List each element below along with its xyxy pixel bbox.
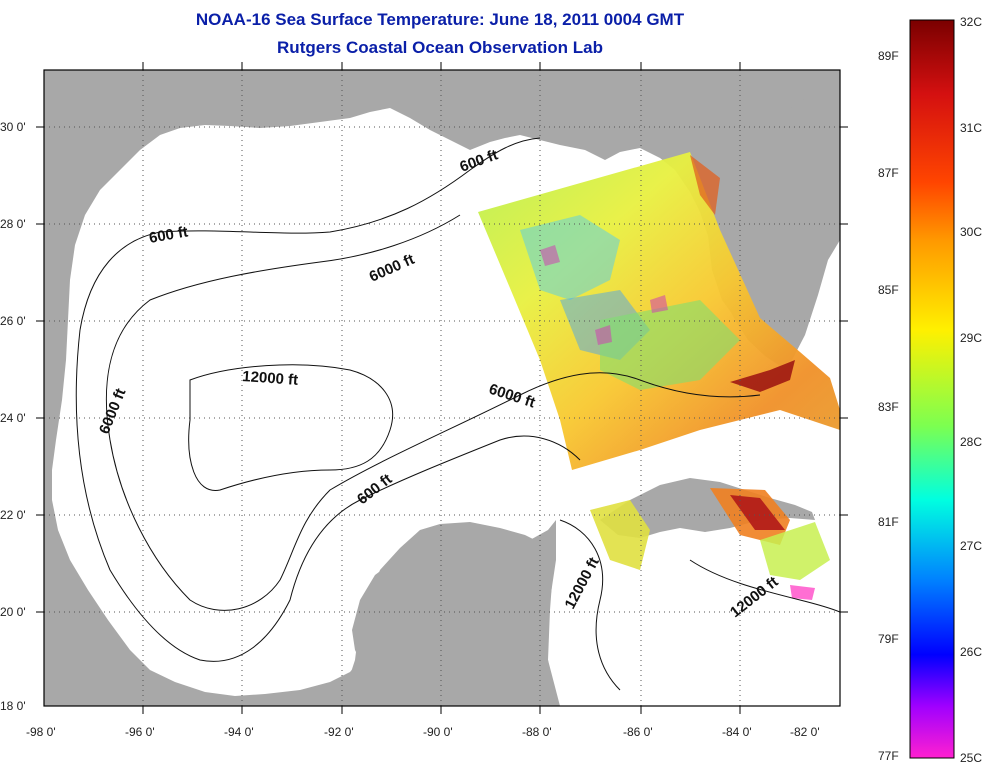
lat-label: 24 0' xyxy=(0,411,26,425)
bathymetry-contours xyxy=(75,137,841,691)
colorbar-celsius-label: 26C xyxy=(960,645,982,659)
lon-label: -88 0' xyxy=(522,725,552,739)
contour-label: 600 ft xyxy=(148,223,190,247)
lon-label: -82 0' xyxy=(790,725,820,739)
contour-12000ft xyxy=(188,364,394,491)
lat-label: 20 0' xyxy=(0,605,26,619)
colorbar-fahrenheit-label: 87F xyxy=(878,166,899,180)
contour-label: 12000 ft xyxy=(242,368,299,389)
colorbar-fahrenheit-label: 83F xyxy=(878,400,899,414)
colorbar-celsius-label: 25C xyxy=(960,751,982,765)
colorbar-celsius-label: 32C xyxy=(960,15,982,29)
land-cuba xyxy=(600,478,815,538)
graticule xyxy=(44,70,840,706)
axis-ticks xyxy=(36,62,848,714)
lon-label: -84 0' xyxy=(722,725,752,739)
contour-12000ft-east xyxy=(559,519,621,691)
colorbar-fahrenheit-label: 85F xyxy=(878,283,899,297)
contour-12000ft-cuba xyxy=(689,559,841,613)
contour-6000ft xyxy=(105,214,461,441)
lat-label: 28 0' xyxy=(0,217,26,231)
colorbar-celsius-label: 29C xyxy=(960,331,982,345)
colorbar-gradient xyxy=(909,19,955,759)
contour-600ft xyxy=(79,137,541,331)
colorbar-celsius: 32C 31C 30C 29C 28C 27C 26C 25C xyxy=(960,15,982,765)
lon-label: -90 0' xyxy=(423,725,453,739)
land-yucatan xyxy=(340,522,560,706)
contour-6000ft-south xyxy=(109,372,761,611)
longitude-labels: -98 0' -96 0' -94 0' -92 0' -90 0' -88 0… xyxy=(26,725,820,739)
colorbar: 32C 31C 30C 29C 28C 27C 26C 25C 89F 87F … xyxy=(878,15,982,765)
map-subtitle: Rutgers Coastal Ocean Observation Lab xyxy=(277,38,603,57)
colorbar-celsius-label: 28C xyxy=(960,435,982,449)
lon-label: -92 0' xyxy=(324,725,354,739)
lat-label: 18 0' xyxy=(0,699,26,713)
colorbar-fahrenheit-label: 79F xyxy=(878,632,899,646)
lon-label: -86 0' xyxy=(623,725,653,739)
lon-label: -96 0' xyxy=(125,725,155,739)
lon-label: -94 0' xyxy=(224,725,254,739)
sst-swath xyxy=(478,152,840,600)
colorbar-celsius-label: 27C xyxy=(960,539,982,553)
contour-600ft-south xyxy=(75,329,581,662)
colorbar-fahrenheit-label: 77F xyxy=(878,749,899,763)
latitude-labels: 30 0' 28 0' 26 0' 24 0' 22 0' 20 0' 18 0… xyxy=(0,120,26,713)
lat-label: 22 0' xyxy=(0,508,26,522)
map-frame xyxy=(43,69,841,707)
lat-label: 30 0' xyxy=(0,120,26,134)
map-title: NOAA-16 Sea Surface Temperature: June 18… xyxy=(195,10,685,29)
colorbar-fahrenheit-label: 81F xyxy=(878,515,899,529)
colorbar-celsius-label: 30C xyxy=(960,225,982,239)
lat-label: 26 0' xyxy=(0,314,26,328)
colorbar-fahrenheit-label: 89F xyxy=(878,49,899,63)
colorbar-celsius-label: 31C xyxy=(960,121,982,135)
lon-label: -98 0' xyxy=(26,725,56,739)
colorbar-fahrenheit: 89F 87F 85F 83F 81F 79F 77F xyxy=(878,49,899,763)
